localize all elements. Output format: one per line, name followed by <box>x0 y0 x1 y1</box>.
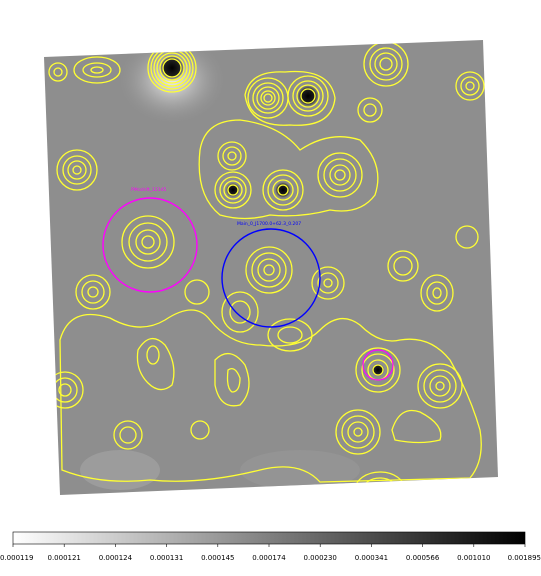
colorbar-tick-label: 0.000124 <box>99 554 133 562</box>
colorbar: 0.000119 0.000121 0.000124 0.000131 0.000145… <box>0 531 541 562</box>
colorbar-ticks: 0.000119 0.000121 0.000124 0.000131 0.000145… <box>0 544 541 562</box>
region-circle-magenta[interactable] <box>102 197 198 293</box>
contour-group-top-double <box>244 70 336 126</box>
region-circle-blue[interactable] <box>221 228 321 328</box>
colorbar-tick-label: 0.000121 <box>47 554 80 562</box>
contour-overlay <box>46 41 485 495</box>
contour-group-left <box>56 149 210 310</box>
colorbar-tick-label: 0.000131 <box>150 554 183 562</box>
sky-field <box>44 40 498 495</box>
contour-background <box>59 309 482 483</box>
colorbar-gradient <box>12 531 526 545</box>
colorbar-tick-label: 0.001895 <box>508 554 541 562</box>
region-circle-small-magenta[interactable] <box>362 349 394 381</box>
colorbar-tick-label: 0.000145 <box>201 554 234 562</box>
colorbar-tick-label: 0.000566 <box>406 554 440 562</box>
region-annotations[interactable]: PMcshift_12345 Main_0_J1700.0+62.3_0.207 <box>102 187 394 381</box>
region-label-blue: Main_0_J1700.0+62.3_0.207 <box>237 221 301 227</box>
colorbar-tick-label: 0.000174 <box>252 554 286 562</box>
colorbar-tick-label: 0.000341 <box>355 554 388 562</box>
colorbar-tick-label: 0.000119 <box>0 554 33 562</box>
contour-group-top-left <box>48 56 121 84</box>
contour-group-right <box>335 225 479 495</box>
contour-group-top-right <box>357 41 485 123</box>
colorbar-tick-label: 0.000230 <box>303 554 336 562</box>
colorbar-tick-label: 0.001010 <box>457 554 490 562</box>
contour-group-center <box>214 246 345 407</box>
region-label-magenta: PMcshift_12345 <box>131 187 166 193</box>
contour-group-central-cluster <box>198 119 379 220</box>
